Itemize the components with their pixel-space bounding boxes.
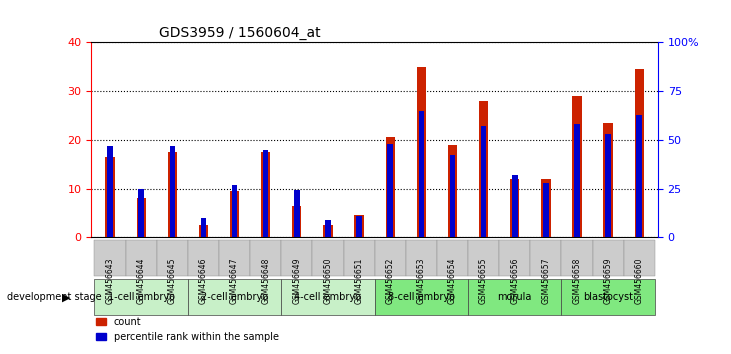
Legend: count, percentile rank within the sample: count, percentile rank within the sample xyxy=(93,313,283,346)
Bar xyxy=(137,198,146,237)
Bar xyxy=(230,191,239,237)
Bar xyxy=(232,185,238,237)
Bar xyxy=(325,219,330,237)
Bar xyxy=(481,126,486,237)
Bar xyxy=(170,146,175,237)
Bar xyxy=(387,144,393,237)
Bar xyxy=(572,96,582,237)
FancyBboxPatch shape xyxy=(468,240,499,276)
Text: GSM456654: GSM456654 xyxy=(448,258,457,304)
FancyBboxPatch shape xyxy=(624,240,655,276)
Text: 2-cell embryo: 2-cell embryo xyxy=(201,292,268,302)
Text: 8-cell embryo: 8-cell embryo xyxy=(388,292,455,302)
FancyBboxPatch shape xyxy=(561,279,655,315)
FancyBboxPatch shape xyxy=(561,240,593,276)
Text: morula: morula xyxy=(498,292,532,302)
Bar xyxy=(448,145,457,237)
FancyBboxPatch shape xyxy=(94,240,126,276)
FancyBboxPatch shape xyxy=(406,240,437,276)
FancyBboxPatch shape xyxy=(156,240,188,276)
Text: GSM456653: GSM456653 xyxy=(417,258,426,304)
Bar xyxy=(510,179,520,237)
Text: GSM456657: GSM456657 xyxy=(542,258,550,304)
Bar xyxy=(355,215,364,237)
Bar xyxy=(543,183,549,237)
FancyBboxPatch shape xyxy=(250,240,281,276)
FancyBboxPatch shape xyxy=(374,240,406,276)
Text: 4-cell embryo: 4-cell embryo xyxy=(295,292,361,302)
FancyBboxPatch shape xyxy=(437,240,468,276)
Text: GSM456644: GSM456644 xyxy=(137,258,145,304)
Text: GSM456649: GSM456649 xyxy=(292,258,301,304)
FancyBboxPatch shape xyxy=(344,240,374,276)
Text: GSM456655: GSM456655 xyxy=(479,258,488,304)
FancyBboxPatch shape xyxy=(374,279,468,315)
Bar xyxy=(605,134,611,237)
Bar xyxy=(450,155,455,237)
Bar xyxy=(292,206,301,237)
Bar xyxy=(637,115,642,237)
Text: GSM456652: GSM456652 xyxy=(386,258,395,304)
Bar xyxy=(138,188,144,237)
Bar xyxy=(263,149,268,237)
Text: development stage: development stage xyxy=(7,292,102,302)
Text: blastocyst: blastocyst xyxy=(583,292,633,302)
Bar xyxy=(199,225,208,237)
Text: ▶: ▶ xyxy=(62,292,71,302)
Text: GSM456650: GSM456650 xyxy=(323,258,333,304)
FancyBboxPatch shape xyxy=(188,279,281,315)
Bar xyxy=(167,152,177,237)
FancyBboxPatch shape xyxy=(281,240,312,276)
Text: GSM456646: GSM456646 xyxy=(199,258,208,304)
Bar xyxy=(294,190,300,237)
FancyBboxPatch shape xyxy=(530,240,561,276)
FancyBboxPatch shape xyxy=(499,240,530,276)
FancyBboxPatch shape xyxy=(219,240,250,276)
Bar xyxy=(541,179,550,237)
Text: GDS3959 / 1560604_at: GDS3959 / 1560604_at xyxy=(159,26,321,40)
Bar xyxy=(479,101,488,237)
Text: GSM456648: GSM456648 xyxy=(261,258,270,304)
Text: GSM456651: GSM456651 xyxy=(355,258,363,304)
Text: GSM456656: GSM456656 xyxy=(510,258,519,304)
FancyBboxPatch shape xyxy=(312,240,344,276)
Text: GSM456643: GSM456643 xyxy=(105,258,115,304)
Bar xyxy=(419,110,424,237)
Bar xyxy=(603,123,613,237)
Bar xyxy=(105,157,115,237)
Bar xyxy=(107,146,113,237)
Bar xyxy=(261,152,270,237)
FancyBboxPatch shape xyxy=(94,279,188,315)
Bar xyxy=(574,124,580,237)
FancyBboxPatch shape xyxy=(126,240,156,276)
Text: GSM456658: GSM456658 xyxy=(572,258,581,304)
Bar xyxy=(385,137,395,237)
Bar xyxy=(323,225,333,237)
FancyBboxPatch shape xyxy=(593,240,624,276)
Text: GSM456659: GSM456659 xyxy=(604,258,613,304)
Bar xyxy=(512,175,518,237)
Text: GSM456647: GSM456647 xyxy=(230,258,239,304)
FancyBboxPatch shape xyxy=(188,240,219,276)
FancyBboxPatch shape xyxy=(281,279,374,315)
Text: GSM456645: GSM456645 xyxy=(168,258,177,304)
Bar xyxy=(635,69,644,237)
Text: GSM456660: GSM456660 xyxy=(635,258,644,304)
Text: 1-cell embryo: 1-cell embryo xyxy=(107,292,175,302)
Bar xyxy=(200,218,206,237)
FancyBboxPatch shape xyxy=(468,279,561,315)
Bar xyxy=(417,67,426,237)
Bar xyxy=(356,216,362,237)
